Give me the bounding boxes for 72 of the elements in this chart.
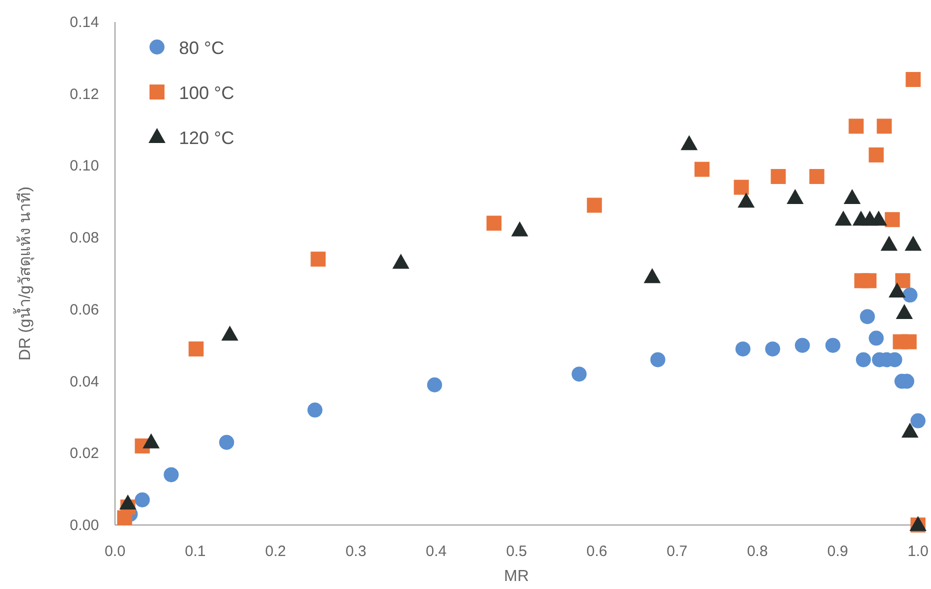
point	[644, 268, 661, 284]
y-tick-label: 0.08	[70, 230, 99, 247]
point	[392, 254, 410, 269]
point	[134, 492, 150, 508]
x-tick-label: 0.1	[184, 543, 206, 560]
legend-label: 80 °C	[179, 38, 224, 58]
point	[142, 433, 160, 448]
point	[219, 434, 234, 450]
point	[770, 168, 786, 184]
point	[735, 341, 750, 356]
x-tick-label: 1.0	[908, 543, 928, 560]
x-tick-label: 0.2	[265, 543, 286, 560]
x-tick-label: 0.5	[506, 543, 527, 560]
point	[901, 422, 918, 438]
y-tick-label: 0.14	[70, 14, 99, 31]
y-tick-label: 0.06	[70, 301, 99, 318]
x-axis-title: MR	[504, 568, 529, 585]
point	[786, 189, 804, 204]
point	[884, 212, 900, 228]
point	[902, 288, 918, 303]
point	[834, 210, 852, 226]
point	[896, 304, 913, 320]
x-tick-label: 0.9	[827, 543, 848, 560]
point	[427, 377, 442, 392]
point	[880, 236, 898, 251]
point	[572, 366, 587, 382]
point	[870, 210, 888, 226]
point	[862, 273, 877, 288]
point	[809, 168, 824, 184]
y-tick-label: 0.00	[70, 517, 99, 534]
x-tick-label: 0.6	[586, 543, 608, 560]
x-tick-label: 0.3	[345, 543, 366, 560]
point	[825, 338, 840, 353]
point	[910, 413, 926, 428]
point	[680, 135, 698, 150]
point	[888, 282, 906, 298]
point	[188, 341, 204, 356]
point	[310, 252, 326, 267]
point	[486, 216, 502, 231]
point	[794, 338, 810, 353]
point	[876, 118, 892, 134]
y-tick-label: 0.04	[70, 373, 99, 390]
point	[734, 180, 749, 195]
y-tick-label: 0.10	[70, 158, 99, 175]
y-tick-label: 0.02	[70, 445, 99, 462]
point	[738, 192, 755, 208]
point	[765, 341, 780, 356]
x-tick-label: 0.8	[746, 543, 768, 560]
point	[848, 118, 864, 134]
point	[868, 147, 884, 162]
y-axis-title: DR (gน้ำ/gวัสดุแห้ง นาที)	[13, 186, 35, 360]
point	[221, 326, 238, 341]
x-tick-label: 0.7	[666, 543, 688, 560]
point	[860, 309, 875, 324]
legend-label: 120 °C	[179, 128, 234, 148]
point	[694, 162, 710, 177]
point	[868, 330, 884, 346]
y-tick-label: 0.12	[70, 86, 99, 103]
point	[164, 467, 179, 482]
point	[906, 72, 921, 87]
x-tick-label: 0.4	[426, 543, 447, 560]
point	[650, 352, 666, 368]
point	[902, 334, 917, 350]
point	[844, 189, 861, 204]
point	[895, 273, 910, 288]
x-tick-label: 0.0	[104, 543, 126, 560]
legend-label: 100 °C	[179, 83, 234, 103]
point	[856, 352, 871, 368]
point	[307, 402, 322, 418]
point	[511, 221, 528, 236]
point	[904, 236, 922, 251]
point	[586, 198, 602, 213]
